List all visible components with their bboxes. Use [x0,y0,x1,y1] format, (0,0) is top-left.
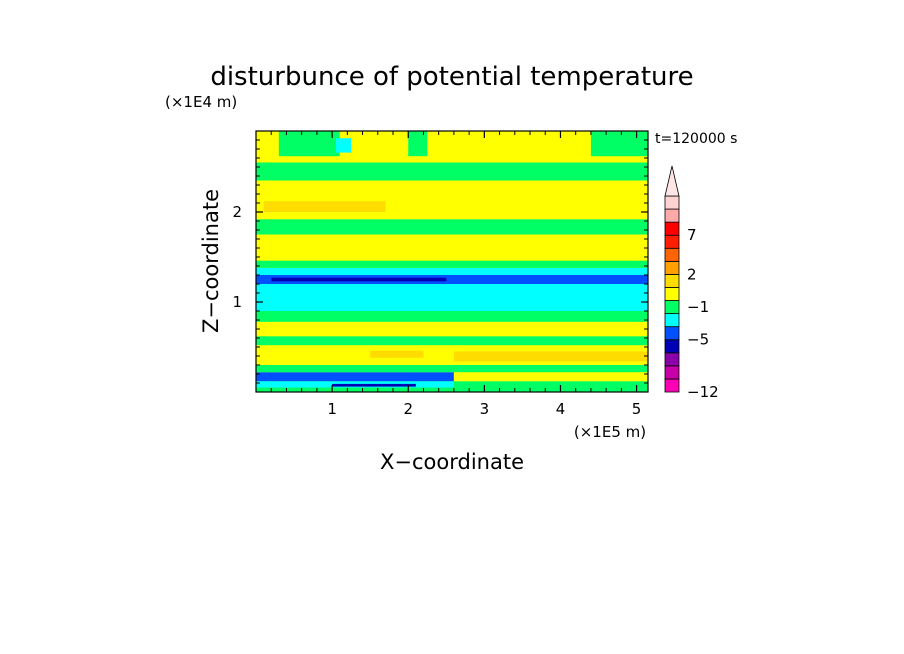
colorbar-segment [664,247,680,262]
contour-band [256,365,648,373]
x-tick-label: 4 [556,400,566,418]
contour-band [256,372,454,382]
contour-band [370,350,424,358]
contour-band [263,201,386,212]
colorbar-segment [664,365,680,380]
colorbar-extend-arrow [664,165,680,197]
colorbar-segment [664,326,680,341]
y-unit-label: (×1E4 m) [165,93,237,111]
contour-band [335,138,352,153]
x-tick-label: 1 [327,400,337,418]
colorbar-label: 2 [687,265,697,283]
colorbar-segment [664,195,680,210]
contour-band [256,336,648,346]
time-label: t=120000 s [655,131,737,147]
plot-frame [255,130,649,393]
colorbar-labels: −12−5−127 [687,226,719,401]
colorbar-segment [664,260,680,275]
contour-band [271,277,447,282]
colorbar-segment [664,352,680,367]
contour-band [256,180,648,220]
x-unit-label: (×1E5 m) [574,423,646,441]
colorbar-segment [664,221,680,236]
contour-band [453,351,648,362]
colorbar-segment [664,273,680,288]
contour-band [256,267,648,311]
colorbar-segment [664,378,680,393]
colorbar-segment [664,208,680,223]
colorbar-label: 7 [687,226,697,244]
contour-band [256,260,648,268]
contour-band [256,311,648,322]
colorbar-segment [664,313,680,328]
x-axis-title: X−coordinate [380,450,524,474]
contour-band [332,383,416,387]
y-tick-label: 2 [232,203,242,221]
x-tick-label: 2 [403,400,413,418]
colorbar-segment [664,234,680,249]
x-tick-label: 3 [480,400,490,418]
contour-band [408,131,428,157]
contour-band [453,372,648,382]
contour-band [256,219,648,235]
chart-title: disturbunce of potential temperature [210,62,693,92]
colorbar-label: −12 [687,383,719,401]
contour-band [590,131,648,157]
contour-band [256,275,648,284]
colorbar-segment [664,339,680,354]
contour-band [278,131,340,157]
colorbar-label: −5 [687,331,709,349]
contour-band [256,234,648,261]
contour-band [256,321,648,337]
y-axis-title: Z−coordinate [199,189,223,333]
x-tick-label: 5 [632,400,642,418]
colorbar-segment [664,287,680,301]
colorbar [664,165,680,393]
colorbar-segment [664,300,680,314]
x-axis-ticks: 1 2 3 4 5 [270,131,642,418]
y-axis-ticks: 12 [232,139,648,384]
colorbar-label: −1 [687,298,709,316]
y-tick-label: 1 [232,293,242,311]
contour-band [256,162,648,181]
contour-field [256,131,648,392]
